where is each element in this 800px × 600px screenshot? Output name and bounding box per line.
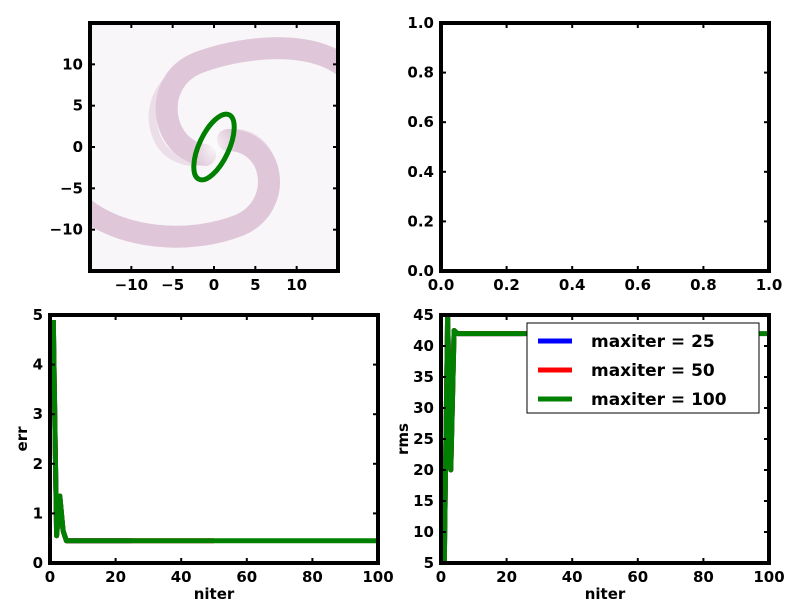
x-tick-label: 40: [171, 568, 192, 586]
y-axis-label: rms: [394, 423, 412, 455]
x-tick-label: 5: [250, 276, 260, 294]
y-tick-label: 10: [62, 55, 83, 73]
x-tick-label: 0.6: [625, 276, 652, 294]
fitted-ellipse: [191, 111, 237, 183]
series-line-maxiter-25: [441, 315, 523, 563]
y-tick-label: −5: [60, 179, 83, 197]
y-tick-label: 25: [413, 430, 434, 448]
y-tick-label: 3: [33, 405, 43, 423]
y-tick-label: 5: [33, 306, 43, 324]
axes-err: 0 20 40 60 80 100 0 1 2 3 4 5 niter err: [13, 306, 394, 600]
axes-frame: [88, 21, 340, 273]
legend-label: maxiter = 50: [591, 361, 715, 381]
axes-frame: [48, 313, 380, 565]
y-tick-label: 35: [413, 368, 434, 386]
x-tick-label: 60: [627, 568, 648, 586]
series-line-maxiter-25: [50, 319, 132, 544]
x-tick-label: −5: [161, 276, 184, 294]
x-tick-label: 0.0: [428, 276, 455, 294]
axes-frame: [439, 21, 771, 273]
legend-label: maxiter = 25: [591, 332, 715, 352]
x-tick-label: 0.4: [559, 276, 586, 294]
axes-frame: [439, 313, 771, 565]
x-tick-label: 20: [105, 568, 126, 586]
y-tick-label: 40: [413, 337, 434, 355]
x-tick-label: 0: [436, 568, 446, 586]
legend: maxiter = 25 maxiter = 50 maxiter = 100: [526, 322, 760, 414]
x-tick-label: 100: [753, 568, 784, 586]
y-tick-label: 0.2: [407, 212, 434, 230]
x-tick-label: 10: [286, 276, 307, 294]
axes-image: −10 −5 0 5 10 −10 −5 0 5 10: [50, 21, 340, 294]
y-axis-label: err: [13, 426, 31, 452]
y-tick-label: 10: [413, 523, 434, 541]
y-tick-label: 15: [413, 492, 434, 510]
series-line-maxiter-50: [50, 319, 214, 544]
axes-empty: 0.0 0.2 0.4 0.6 0.8 1.0 0.0 0.2 0.4 0.6 0.8 1.0: [407, 14, 782, 294]
y-tick-label: 5: [424, 554, 434, 572]
y-tick-label: 0: [73, 138, 83, 156]
x-tick-label: 80: [693, 568, 714, 586]
y-tick-label: 30: [413, 399, 434, 417]
y-tick-label: 45: [413, 306, 434, 324]
legend-label: maxiter = 100: [591, 390, 727, 410]
x-tick-label: 0: [45, 568, 55, 586]
x-tick-label: 20: [496, 568, 517, 586]
y-tick-label: 20: [413, 461, 434, 479]
x-axis-label: niter: [194, 585, 235, 600]
y-tick-label: 0.4: [407, 163, 434, 181]
x-tick-label: 1.0: [756, 276, 783, 294]
y-tick-label: 4: [33, 356, 43, 374]
x-tick-label: 60: [236, 568, 257, 586]
y-tick-label: 2: [33, 455, 43, 473]
y-tick-label: 0.8: [407, 64, 434, 82]
y-tick-label: 5: [73, 97, 83, 115]
series-line-maxiter-100: [50, 319, 378, 544]
y-tick-label: 1: [33, 504, 43, 522]
y-tick-label: 0: [33, 554, 43, 572]
y-tick-label: −10: [50, 221, 83, 239]
x-tick-label: 0.2: [493, 276, 520, 294]
ellipse-curve: [191, 111, 237, 183]
y-tick-label: 0.6: [407, 113, 434, 131]
x-tick-label: 100: [362, 568, 393, 586]
x-tick-label: 80: [302, 568, 323, 586]
x-tick-label: 0: [209, 276, 219, 294]
x-tick-label: 40: [562, 568, 583, 586]
x-axis-label: niter: [585, 585, 626, 600]
x-tick-label: 0.8: [690, 276, 717, 294]
x-tick-label: −10: [115, 276, 148, 294]
y-tick-label: 0.0: [407, 262, 434, 280]
y-tick-label: 1.0: [407, 14, 434, 32]
